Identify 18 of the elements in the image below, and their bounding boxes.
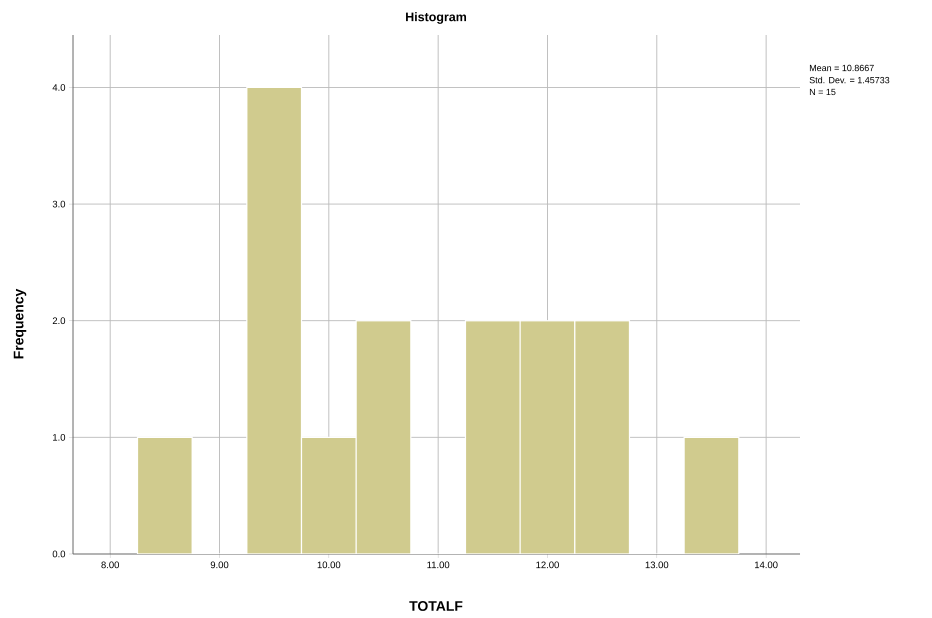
x-tick-label: 8.00: [101, 562, 120, 568]
text: Mean = 10.8667: [810, 64, 874, 72]
y-tick-label: 4.0: [52, 84, 66, 91]
x-tick-label: 12.00: [536, 562, 559, 568]
x-tick-label: 13.00: [646, 562, 668, 568]
text: N = 15: [810, 88, 836, 96]
y-axis-title: Frequency: [14, 288, 26, 358]
y-tick-label: 0.0: [52, 550, 66, 558]
y-tick-label: 2.0: [52, 317, 66, 324]
chart-title: Histogram: [406, 12, 466, 24]
text: Std. Dev. = 1.45733: [810, 76, 890, 84]
x-axis-title: TOTALF: [409, 601, 462, 611]
x-tick-label: 9.00: [210, 562, 228, 568]
x-tick-label: 10.00: [318, 562, 340, 568]
y-tick-label: 3.0: [52, 200, 66, 208]
x-tick-label: 11.00: [427, 562, 450, 568]
x-tick-label: 14.00: [755, 562, 778, 568]
y-tick-label: 1.0: [53, 434, 66, 441]
